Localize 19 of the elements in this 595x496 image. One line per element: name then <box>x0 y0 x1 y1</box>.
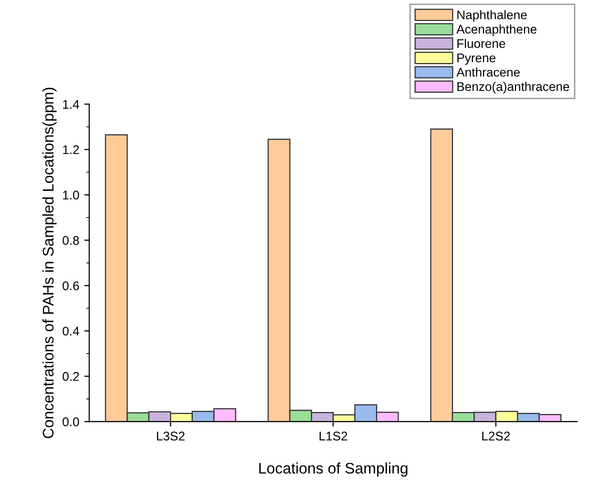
legend-label: Pyrene <box>457 54 496 65</box>
x-axis-title: Locations of Sampling <box>259 462 408 477</box>
y-tick-label: 1.0 <box>63 190 80 200</box>
y-tick-label: 0.6 <box>62 281 79 290</box>
y-tick-label: 1.2 <box>63 145 79 154</box>
y-tick-label: 0.8 <box>62 236 79 245</box>
y-tick-label: 1.4 <box>63 100 80 109</box>
x-tick-label: L1S2 <box>320 432 348 441</box>
y-tick-label: 0.0 <box>62 417 80 426</box>
y-tick-label: 0.2 <box>62 372 79 381</box>
legend-label: Acenaphthene <box>456 24 536 36</box>
y-axis-title: Concentrations of PAHs in Sampled Locations(ppm) <box>42 88 57 438</box>
x-tick-label: L2S2 <box>482 432 510 441</box>
legend-label: Benzo(a)anthracene <box>457 82 570 94</box>
legend-label: Anthracene <box>456 67 520 77</box>
x-tick-label: L3S2 <box>156 432 185 441</box>
legend-label: Naphthalene <box>457 10 527 22</box>
legend-label: Fluorene <box>457 38 506 48</box>
y-tick-label: 0.4 <box>62 326 80 336</box>
